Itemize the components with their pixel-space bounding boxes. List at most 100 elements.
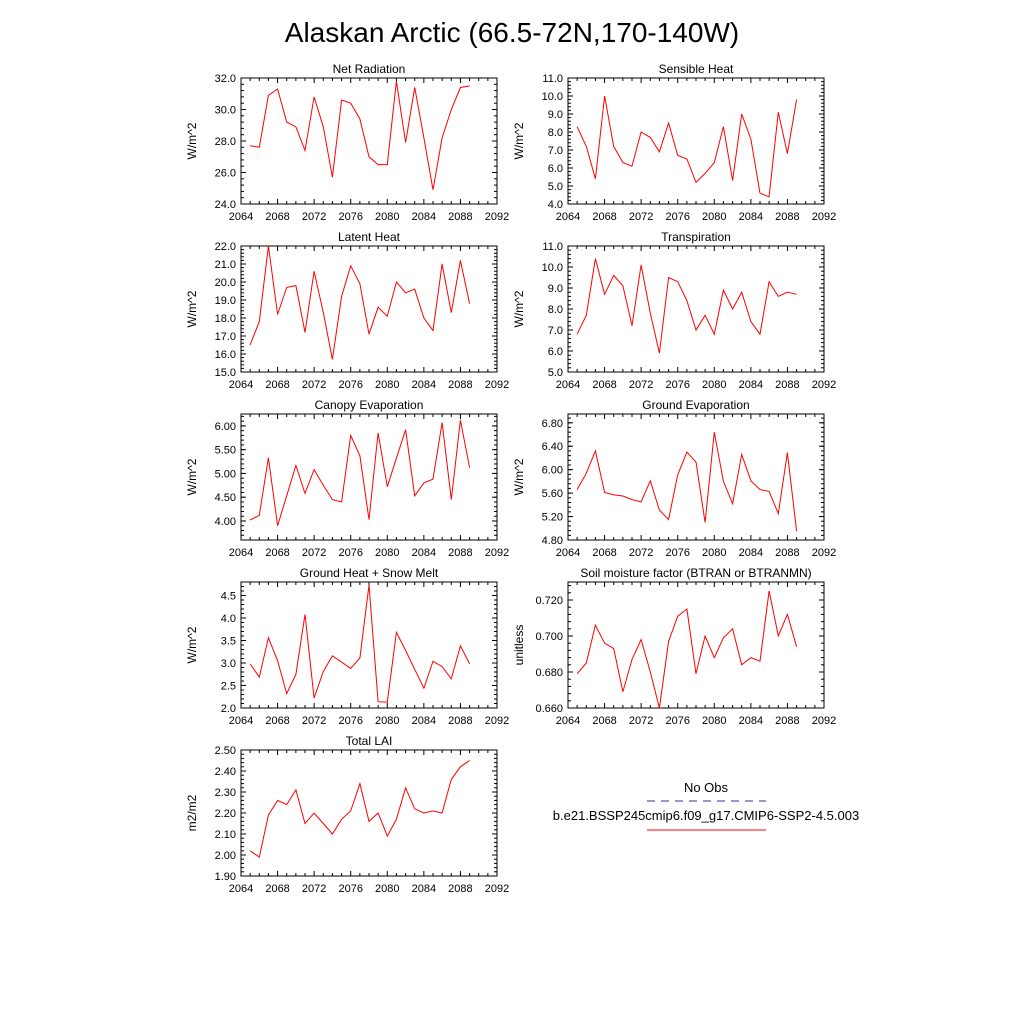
x-tick-label: 2092 [485, 883, 509, 895]
x-tick-label: 2072 [302, 883, 326, 895]
y-tick-label: 4.5 [221, 591, 236, 603]
x-tick-label: 2092 [485, 211, 509, 223]
y-tick-label: 1.90 [215, 871, 236, 883]
x-tick-label: 2076 [338, 211, 362, 223]
legend-obs-label: No Obs [684, 780, 729, 795]
y-tick-label: 7.0 [548, 325, 563, 337]
x-tick-label: 2072 [629, 547, 653, 559]
chart-panels: Net Radiation W/m^2 2064 2068 2072 2076 2080 20… [185, 62, 836, 895]
x-tick-label: 2072 [302, 715, 326, 727]
y-tick-label: 4.00 [215, 516, 236, 528]
y-tick-label: 0.680 [535, 667, 563, 679]
x-tick-label: 2084 [739, 379, 763, 391]
x-tick-label: 2068 [265, 715, 289, 727]
y-axis-label: unitless [512, 625, 526, 666]
x-tick-label: 2072 [629, 715, 653, 727]
y-tick-label: 4.50 [215, 492, 236, 504]
series-line-0 [576, 258, 797, 354]
x-tick-label: 2080 [375, 547, 399, 559]
panel-title: Net Radiation [333, 62, 406, 76]
x-tick-label: 2076 [665, 211, 689, 223]
panel-frame [567, 413, 825, 541]
y-tick-label: 19.0 [215, 295, 236, 307]
y-tick-label: 9.0 [548, 109, 563, 121]
y-tick-label: 10.0 [542, 91, 563, 103]
y-axis-label: m2/m2 [185, 794, 199, 831]
y-tick-label: 5.50 [215, 445, 236, 457]
panel-6: Ground Heat + Snow Melt W/m^2 2064 2068 2072… [185, 566, 509, 727]
panel-1: Sensible Heat W/m^2 2064 2068 2072 2076 2080 20… [512, 62, 836, 223]
y-axis-label: W/m^2 [185, 626, 199, 663]
y-tick-label: 0.660 [535, 703, 563, 715]
y-tick-label: 2.5 [221, 681, 236, 693]
panel-frame [567, 77, 825, 205]
x-tick-label: 2076 [338, 379, 362, 391]
x-tick-label: 2076 [665, 715, 689, 727]
x-tick-label: 2072 [629, 211, 653, 223]
y-tick-label: 16.0 [215, 349, 236, 361]
y-tick-label: 7.0 [548, 145, 563, 157]
y-tick-label: 9.0 [548, 283, 563, 295]
series-line-0 [249, 420, 471, 526]
x-tick-label: 2072 [302, 547, 326, 559]
x-tick-label: 2080 [702, 547, 726, 559]
x-tick-label: 2092 [812, 547, 836, 559]
y-tick-label: 2.40 [215, 766, 236, 778]
x-tick-label: 2064 [229, 547, 253, 559]
x-tick-label: 2092 [485, 379, 509, 391]
y-axis-label: W/m^2 [185, 290, 199, 327]
y-tick-label: 21.0 [215, 259, 236, 271]
y-tick-label: 22.0 [215, 241, 236, 253]
y-tick-label: 2.50 [215, 745, 236, 757]
y-tick-label: 6.0 [548, 163, 563, 175]
y-tick-label: 10.0 [542, 262, 563, 274]
x-tick-label: 2076 [665, 379, 689, 391]
x-tick-label: 2092 [812, 211, 836, 223]
x-tick-label: 2092 [485, 547, 509, 559]
y-axis-label: W/m^2 [512, 122, 526, 159]
x-tick-label: 2064 [229, 883, 253, 895]
panel-frame [567, 581, 825, 709]
x-tick-label: 2068 [592, 211, 616, 223]
y-tick-label: 20.0 [215, 277, 236, 289]
y-tick-label: 2.00 [215, 850, 236, 862]
x-tick-label: 2064 [229, 715, 253, 727]
y-tick-label: 18.0 [215, 313, 236, 325]
x-tick-label: 2080 [375, 715, 399, 727]
panel-frame [240, 581, 498, 709]
x-tick-label: 2084 [412, 211, 436, 223]
y-tick-label: 3.5 [221, 636, 236, 648]
x-tick-label: 2080 [702, 211, 726, 223]
legend: No Obs b.e21.BSSP245cmip6.f09_g17.CMIP6-… [553, 780, 859, 831]
series-line-0 [249, 245, 471, 360]
x-tick-label: 2080 [375, 883, 399, 895]
x-tick-label: 2076 [338, 715, 362, 727]
y-tick-label: 8.0 [548, 127, 563, 139]
x-tick-label: 2068 [265, 547, 289, 559]
x-tick-label: 2068 [265, 211, 289, 223]
y-tick-label: 5.00 [215, 468, 236, 480]
legend-model-label: b.e21.BSSP245cmip6.f09_g17.CMIP6-SSP2-4.… [553, 808, 859, 823]
y-tick-label: 8.0 [548, 304, 563, 316]
x-tick-label: 2084 [739, 547, 763, 559]
y-tick-label: 6.40 [542, 441, 563, 453]
y-tick-label: 2.0 [221, 703, 236, 715]
x-tick-label: 2072 [629, 379, 653, 391]
panel-title: Total LAI [346, 734, 393, 748]
x-tick-label: 2088 [775, 379, 799, 391]
panel-title: Transpiration [661, 230, 731, 244]
panel-title: Ground Heat + Snow Melt [300, 566, 439, 580]
panel-title: Sensible Heat [659, 62, 734, 76]
series-line-0 [250, 81, 470, 190]
y-tick-label: 5.60 [542, 488, 563, 500]
x-tick-label: 2064 [229, 211, 253, 223]
panel-8: Total LAI m2/m2 2064 2068 2072 2076 2080 2084 20… [185, 734, 509, 895]
x-tick-label: 2068 [265, 883, 289, 895]
x-tick-label: 2092 [812, 715, 836, 727]
y-tick-label: 11.0 [542, 73, 563, 85]
y-tick-label: 4.0 [548, 199, 563, 211]
y-tick-label: 17.0 [215, 331, 236, 343]
x-tick-label: 2068 [265, 379, 289, 391]
y-tick-label: 32.0 [215, 73, 236, 85]
x-tick-label: 2088 [448, 883, 472, 895]
